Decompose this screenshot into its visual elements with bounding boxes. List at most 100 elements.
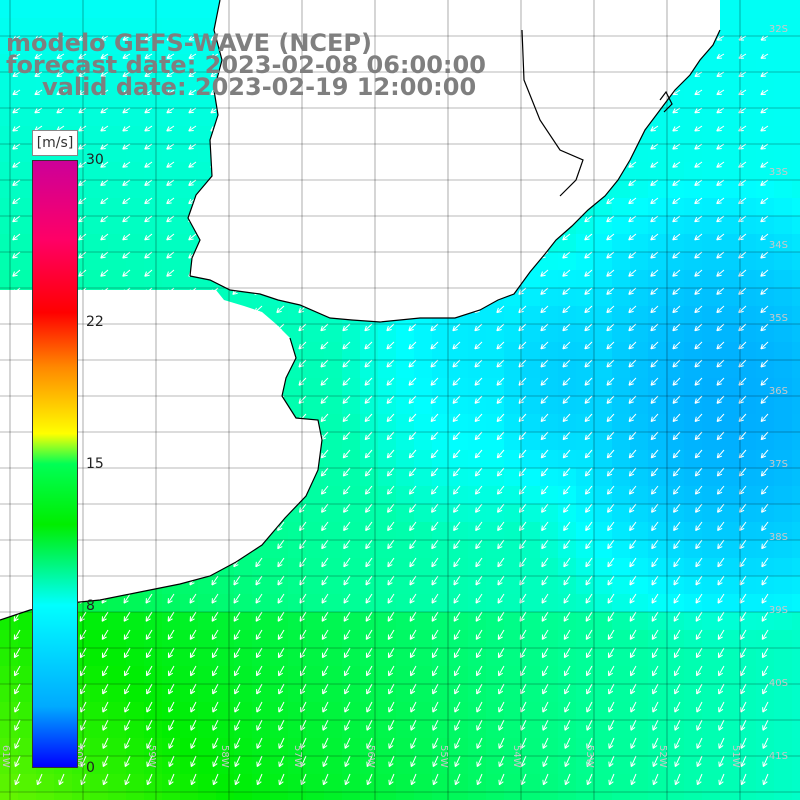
- speed-cell: [216, 648, 234, 666]
- speed-cell: [414, 720, 432, 738]
- legend-unit: [m/s]: [32, 130, 78, 156]
- speed-cell: [756, 342, 774, 360]
- speed-cell: [126, 54, 144, 72]
- speed-cell: [792, 414, 800, 432]
- speed-cell: [774, 576, 792, 594]
- speed-cell: [540, 738, 558, 756]
- wind-arrow: [144, 35, 153, 41]
- speed-cell: [324, 684, 342, 702]
- speed-cell: [756, 252, 774, 270]
- speed-cell: [324, 702, 342, 720]
- speed-cell: [720, 648, 738, 666]
- speed-cell: [0, 144, 18, 162]
- speed-cell: [738, 234, 756, 252]
- speed-cell: [720, 450, 738, 468]
- speed-cell: [774, 396, 792, 414]
- speed-cell: [396, 396, 414, 414]
- speed-cell: [144, 18, 162, 36]
- speed-cell: [288, 522, 306, 540]
- speed-cell: [558, 288, 576, 306]
- speed-cell: [90, 738, 108, 756]
- speed-cell: [108, 198, 126, 216]
- speed-cell: [648, 576, 666, 594]
- speed-cell: [108, 720, 126, 738]
- speed-cell: [630, 720, 648, 738]
- speed-cell: [648, 558, 666, 576]
- speed-cell: [684, 594, 702, 612]
- speed-cell: [306, 648, 324, 666]
- speed-cell: [612, 216, 630, 234]
- speed-cell: [648, 468, 666, 486]
- speed-cell: [36, 72, 54, 90]
- speed-cell: [756, 396, 774, 414]
- speed-cell: [684, 252, 702, 270]
- speed-cell: [18, 234, 36, 252]
- speed-cell: [558, 234, 576, 252]
- speed-cell: [702, 540, 720, 558]
- speed-cell: [594, 648, 612, 666]
- speed-cell: [684, 468, 702, 486]
- speed-cell: [720, 180, 738, 198]
- speed-cell: [54, 108, 72, 126]
- speed-cell: [756, 666, 774, 684]
- speed-cell: [216, 702, 234, 720]
- speed-cell: [684, 522, 702, 540]
- speed-cell: [522, 720, 540, 738]
- speed-cell: [756, 90, 774, 108]
- wind-arrow: [56, 35, 65, 41]
- speed-cell: [648, 324, 666, 342]
- speed-cell: [486, 576, 504, 594]
- speed-cell: [378, 342, 396, 360]
- speed-cell: [180, 792, 198, 800]
- speed-cell: [18, 738, 36, 756]
- speed-cell: [306, 612, 324, 630]
- speed-cell: [630, 504, 648, 522]
- speed-cell: [324, 360, 342, 378]
- speed-cell: [180, 738, 198, 756]
- speed-cell: [360, 612, 378, 630]
- speed-cell: [144, 612, 162, 630]
- speed-cell: [450, 342, 468, 360]
- speed-cell: [648, 180, 666, 198]
- speed-cell: [144, 108, 162, 126]
- speed-cell: [684, 162, 702, 180]
- speed-cell: [504, 450, 522, 468]
- speed-cell: [90, 198, 108, 216]
- speed-cell: [252, 684, 270, 702]
- speed-cell: [414, 558, 432, 576]
- speed-cell: [738, 540, 756, 558]
- speed-cell: [396, 702, 414, 720]
- wind-arrow: [716, 71, 725, 77]
- speed-cell: [720, 468, 738, 486]
- speed-cell: [108, 180, 126, 198]
- speed-cell: [774, 720, 792, 738]
- speed-cell: [486, 756, 504, 774]
- speed-cell: [342, 450, 360, 468]
- speed-cell: [774, 216, 792, 234]
- speed-cell: [630, 378, 648, 396]
- speed-cell: [738, 522, 756, 540]
- speed-cell: [378, 468, 396, 486]
- speed-cell: [774, 450, 792, 468]
- wind-arrow: [760, 35, 769, 41]
- speed-cell: [306, 396, 324, 414]
- speed-cell: [90, 180, 108, 198]
- speed-cell: [414, 360, 432, 378]
- speed-cell: [18, 720, 36, 738]
- speed-cell: [306, 774, 324, 792]
- speed-cell: [378, 450, 396, 468]
- speed-cell: [504, 414, 522, 432]
- speed-cell: [540, 378, 558, 396]
- speed-cell: [162, 792, 180, 800]
- speed-cell: [522, 666, 540, 684]
- speed-cell: [342, 324, 360, 342]
- speed-cell: [396, 450, 414, 468]
- speed-cell: [288, 756, 306, 774]
- speed-cell: [774, 342, 792, 360]
- speed-cell: [324, 648, 342, 666]
- speed-cell: [612, 306, 630, 324]
- speed-cell: [612, 486, 630, 504]
- speed-cell: [594, 630, 612, 648]
- speed-cell: [684, 216, 702, 234]
- speed-cell: [720, 792, 738, 800]
